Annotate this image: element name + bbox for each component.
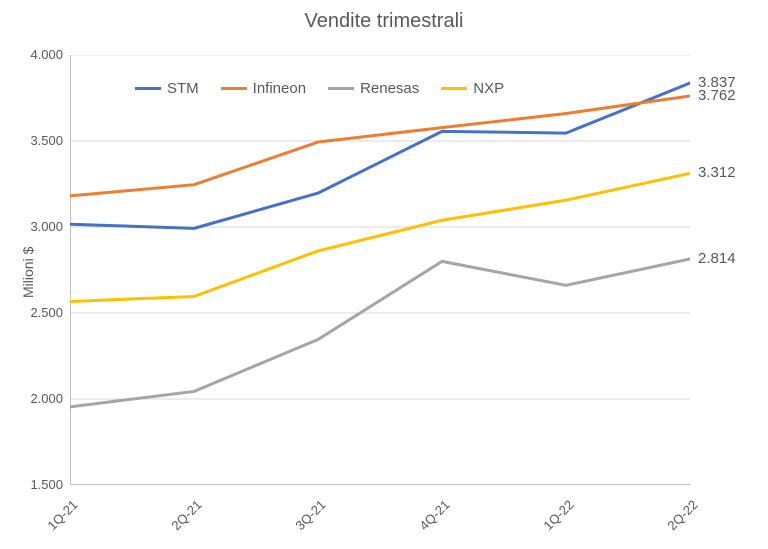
legend-swatch (441, 87, 467, 90)
y-axis-label: Milioni $ (20, 247, 36, 298)
legend-item: NXP (441, 80, 504, 97)
x-tick-label: 3Q-21 (292, 497, 328, 533)
plot-area (70, 55, 690, 485)
x-tick-label: 1Q-22 (540, 497, 576, 533)
y-tick-label: 2.000 (15, 391, 63, 406)
x-tick-label: 1Q-21 (44, 497, 80, 533)
y-tick-label: 4.000 (15, 47, 63, 62)
legend: STM Infineon Renesas NXP (135, 80, 504, 97)
legend-swatch (135, 87, 161, 90)
legend-swatch (221, 87, 247, 90)
legend-swatch (328, 87, 354, 90)
line-chart: Vendite trimestrali Milioni $ STM Infineo… (0, 0, 768, 549)
legend-item: Infineon (221, 80, 306, 97)
series-end-label: 3.312 (698, 164, 736, 181)
y-tick-label: 3.000 (15, 219, 63, 234)
legend-item: Renesas (328, 80, 419, 97)
legend-label: STM (167, 80, 199, 97)
x-tick-label: 4Q-21 (416, 497, 452, 533)
x-tick-label: 2Q-21 (168, 497, 204, 533)
x-tick-label: 2Q-22 (664, 497, 700, 533)
legend-label: Infineon (253, 80, 306, 97)
chart-title: Vendite trimestrali (0, 10, 768, 33)
legend-label: Renesas (360, 80, 419, 97)
legend-item: STM (135, 80, 199, 97)
legend-label: NXP (473, 80, 504, 97)
series-end-label: 3.762 (698, 87, 736, 104)
series-end-label: 2.814 (698, 250, 736, 267)
y-tick-label: 2.500 (15, 305, 63, 320)
y-tick-label: 3.500 (15, 133, 63, 148)
y-tick-label: 1.500 (15, 477, 63, 492)
